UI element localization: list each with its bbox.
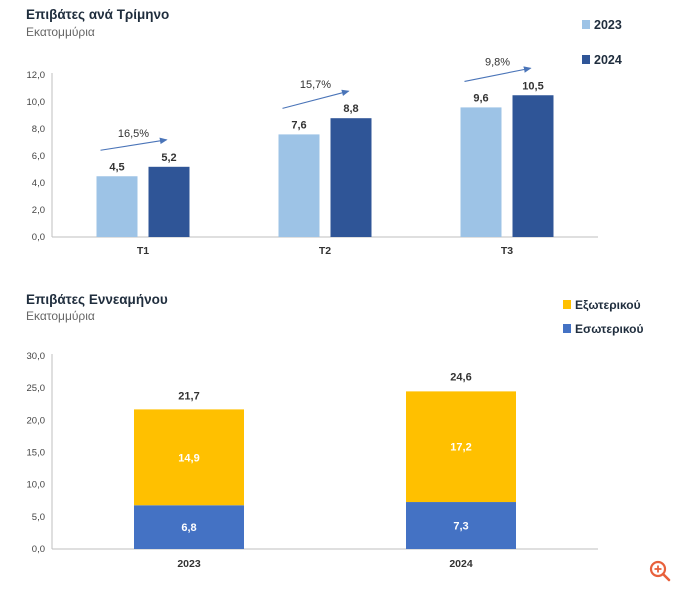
chart1-y-tick: 8,0 <box>32 124 45 135</box>
chart1-data-label: 10,5 <box>522 80 543 92</box>
chart2-y-tick: 10,0 <box>27 480 46 491</box>
chart1-plot: 0,0 2,0 4,0 6,0 8,0 10,0 12,0 4,5 5,2 16,5% T1 7,6 8… <box>27 56 598 257</box>
chart1-bar-2024-T1 <box>148 166 190 237</box>
chart1-growth-label: 9,8% <box>485 56 510 68</box>
chart2-category-label: 2024 <box>449 558 473 570</box>
chart1-bar-2024-T2 <box>330 118 372 237</box>
chart1-bar-2023-T3 <box>460 107 502 238</box>
chart1-growth-label: 15,7% <box>300 79 331 91</box>
chart1-growth-arrow <box>282 89 350 109</box>
legend-swatch-exoteriko <box>563 300 571 309</box>
chart2-y-tick: 25,0 <box>27 383 46 394</box>
chart2-legend: Εξωτερικού Εσωτερικού <box>563 298 643 336</box>
chart1-legend: 2023 2024 <box>582 18 622 67</box>
legend-label-exoteriko: Εξωτερικού <box>575 298 641 312</box>
chart1-data-label: 9,6 <box>473 92 488 104</box>
chart1-bar-2023-T1 <box>96 176 138 237</box>
chart1-y-tick: 4,0 <box>32 178 45 189</box>
chart2-segment-label: 17,2 <box>450 442 471 454</box>
chart2-total-label: 24,6 <box>450 372 471 384</box>
chart1-bar-2023-T2 <box>278 134 320 237</box>
legend-label-2024: 2024 <box>594 53 622 67</box>
chart1-category-label: T2 <box>319 245 331 257</box>
chart2-y-tick: 0,0 <box>32 544 45 555</box>
chart1-subtitle: Εκατομμύρια <box>26 25 95 39</box>
chart1-data-label: 7,6 <box>291 119 306 131</box>
chart1-y-tick: 6,0 <box>32 151 45 162</box>
chart1-y-tick: 0,0 <box>32 232 45 243</box>
zoom-in-icon[interactable] <box>649 560 671 582</box>
chart2-segment-label: 14,9 <box>178 452 199 464</box>
chart2-plot: 0,0 5,0 10,0 15,0 20,0 25,0 30,0 6,8 14,9 21,7 202… <box>27 351 598 570</box>
chart2-y-tick: 5,0 <box>32 512 45 523</box>
legend-label-2023: 2023 <box>594 18 622 32</box>
chart1-data-label: 5,2 <box>161 152 176 164</box>
chart1-growth-arrow <box>100 137 168 151</box>
chart1-y-tick: 10,0 <box>27 97 46 108</box>
chart2-segment-label: 6,8 <box>181 522 196 534</box>
chart1-category-label: T1 <box>137 245 149 257</box>
chart1-bar-2024-T3 <box>512 95 554 237</box>
chart2-bar-Εξωτερικού-2024 <box>406 391 516 503</box>
chart2-total-label: 21,7 <box>178 390 199 402</box>
chart2-y-tick: 20,0 <box>27 415 46 426</box>
chart1-data-label: 8,8 <box>343 103 358 115</box>
chart2-bar-Εσωτερικού-2023 <box>134 505 244 549</box>
chart2-y-tick: 30,0 <box>27 351 46 362</box>
legend-swatch-2024 <box>582 55 590 64</box>
legend-swatch-2023 <box>582 20 590 29</box>
chart1-category-label: T3 <box>501 245 513 257</box>
chart1-growth-arrow <box>464 66 532 82</box>
chart2-title: Επιβάτες Εννεαμήνου <box>26 292 168 307</box>
chart2-segment-label: 7,3 <box>453 521 468 533</box>
legend-swatch-esoteriko <box>563 324 571 333</box>
chart2-bar-Εξωτερικού-2023 <box>134 409 244 506</box>
chart2-y-tick: 15,0 <box>27 448 46 459</box>
legend-label-esoteriko: Εσωτερικού <box>575 322 643 336</box>
chart1-y-tick: 12,0 <box>27 70 46 81</box>
chart1-title: Επιβάτες ανά Τρίμηνο <box>26 7 169 22</box>
chart2-subtitle: Εκατομμύρια <box>26 309 95 323</box>
chart2-bar-Εσωτερικού-2024 <box>406 502 516 549</box>
chart2-category-label: 2023 <box>177 558 201 570</box>
chart1-growth-label: 16,5% <box>118 128 149 140</box>
chart1-data-label: 4,5 <box>109 161 124 173</box>
chart1-y-tick: 2,0 <box>32 205 45 216</box>
